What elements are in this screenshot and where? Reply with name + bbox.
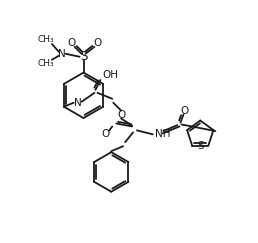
Text: CH₃: CH₃ [38,35,54,44]
Text: OH: OH [102,70,118,80]
Text: N: N [74,98,82,108]
Text: O: O [101,129,109,139]
Text: S: S [80,50,87,63]
Text: O: O [117,110,125,120]
Text: NH: NH [155,129,170,139]
Text: O: O [93,38,101,48]
Text: S: S [197,140,204,151]
Text: O: O [180,106,189,116]
Text: N: N [58,49,66,59]
Text: CH₃: CH₃ [38,59,54,68]
Text: O: O [68,38,76,48]
